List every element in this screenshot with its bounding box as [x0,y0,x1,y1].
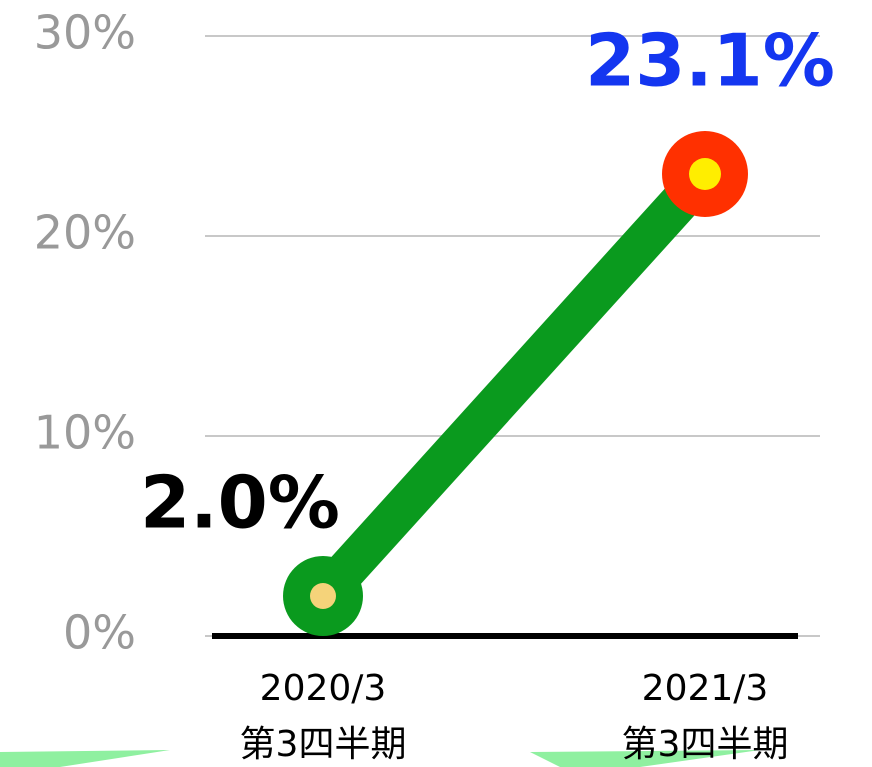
x-tick-label: 2020/3 [260,668,387,709]
marker-center [689,158,721,190]
line [303,154,725,616]
x-tick-label: 2021/3 [642,668,769,709]
marker-center [310,583,336,609]
y-tick-label: 0% [63,606,136,660]
x-tick-label: 第3四半期 [622,724,789,765]
x-tick-label: 第3四半期 [240,724,407,765]
value-label: 23.1% [585,19,835,103]
decoration [0,750,170,767]
y-tick-label: 30% [34,6,136,60]
value-label: 2.0% [140,461,340,545]
y-tick-label: 10% [34,406,136,460]
decoration [530,750,760,767]
y-tick-label: 20% [34,206,136,260]
